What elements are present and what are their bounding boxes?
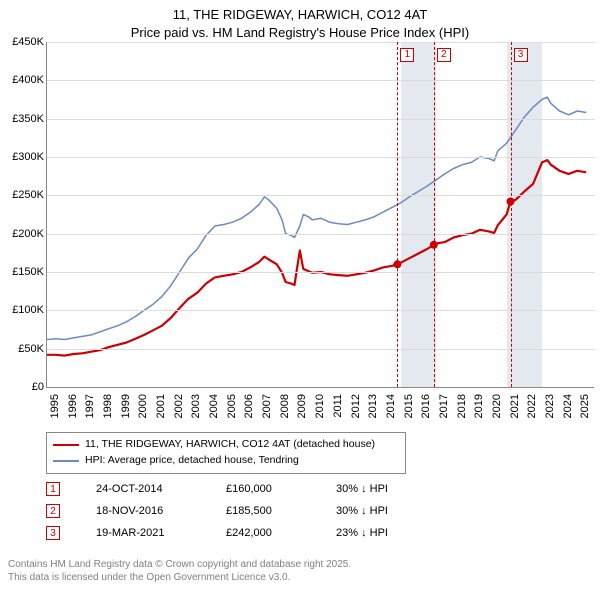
legend: 11, THE RIDGEWAY, HARWICH, CO12 4AT (det… [46, 432, 406, 474]
gridline [47, 42, 595, 43]
gridline [47, 195, 595, 196]
x-tick-label: 2017 [438, 394, 450, 418]
x-tick-label: 2019 [473, 394, 485, 418]
x-tick-label: 2007 [261, 394, 273, 418]
gridline [47, 234, 595, 235]
x-tick-label: 2024 [562, 394, 574, 418]
x-tick-label: 2015 [403, 394, 415, 418]
x-tick-label: 2022 [526, 394, 538, 418]
sales-row: 3 19-MAR-2021£242,00023% ↓ HPI [46, 522, 456, 544]
x-tick-label: 2025 [579, 394, 591, 418]
sales-table: 1 24-OCT-2014£160,00030% ↓ HPI 2 18-NOV-201… [46, 478, 456, 544]
x-tick-label: 2006 [243, 394, 255, 418]
sale-marker: 3 [514, 48, 528, 62]
footer: Contains HM Land Registry data © Crown c… [8, 558, 351, 584]
gridline [47, 80, 595, 81]
x-axis: 1995 1996 1997 1998 1999 2000 2001 2002 2003 2004… [46, 390, 594, 430]
sale-vline [434, 42, 435, 387]
x-tick-label: 2009 [296, 394, 308, 418]
x-tick-label: 1995 [49, 394, 61, 418]
gridline [47, 272, 595, 273]
gridline [47, 157, 595, 158]
legend-row-property: 11, THE RIDGEWAY, HARWICH, CO12 4AT (det… [53, 437, 399, 453]
legend-swatch-hpi [53, 460, 79, 462]
sale-price: £242,000 [226, 527, 336, 539]
x-tick-label: 2014 [385, 394, 397, 418]
x-tick-label: 2004 [208, 394, 220, 418]
x-tick-label: 2005 [226, 394, 238, 418]
sale-date: 19-MAR-2021 [96, 527, 226, 539]
hpi-line [47, 97, 586, 339]
sale-diff: 30% ↓ HPI [336, 505, 456, 517]
sale-price: £185,500 [226, 505, 336, 517]
sale-row-marker: 2 [46, 504, 60, 518]
footer-line-1: Contains HM Land Registry data © Crown c… [8, 558, 351, 571]
x-tick-label: 1996 [67, 394, 79, 418]
sales-row: 2 18-NOV-2016£185,50030% ↓ HPI [46, 500, 456, 522]
plot-bottom-border [46, 387, 594, 388]
sale-vline [511, 42, 512, 387]
y-axis: £0£50K£100K£150K£200K£250K£300K£350K£400… [0, 42, 46, 387]
y-tick-label: £200K [12, 228, 44, 240]
sale-price: £160,000 [226, 483, 336, 495]
legend-label-hpi: HPI: Average price, detached house, Tend… [85, 453, 299, 469]
y-tick-label: £300K [12, 151, 44, 163]
y-tick-label: £350K [12, 113, 44, 125]
gridline [47, 119, 595, 120]
y-tick-label: £250K [12, 189, 44, 201]
x-tick-label: 2018 [456, 394, 468, 418]
y-tick-label: £450K [12, 36, 44, 48]
sale-date: 24-OCT-2014 [96, 483, 226, 495]
x-tick-label: 2001 [155, 394, 167, 418]
x-tick-label: 2002 [173, 394, 185, 418]
chart-area: £0 £50K £100K £150K £200K £250K £300K £350K £400… [0, 42, 600, 432]
x-tick-label: 2023 [544, 394, 556, 418]
plot-area: 1 2 3 [46, 42, 594, 387]
x-tick-label: 2003 [190, 394, 202, 418]
x-tick-label: 2011 [332, 394, 344, 418]
sale-diff: 30% ↓ HPI [336, 483, 456, 495]
sale-marker: 1 [400, 48, 414, 62]
y-tick-label: £100K [12, 304, 44, 316]
legend-label-property: 11, THE RIDGEWAY, HARWICH, CO12 4AT (det… [85, 437, 375, 453]
x-tick-label: 1998 [102, 394, 114, 418]
legend-row-hpi: HPI: Average price, detached house, Tend… [53, 453, 399, 469]
title-line-1: 11, THE RIDGEWAY, HARWICH, CO12 4AT [0, 6, 600, 24]
x-tick-label: 2010 [314, 394, 326, 418]
sale-diff: 23% ↓ HPI [336, 527, 456, 539]
y-tick-label: £0 [32, 381, 44, 393]
sale-vline [397, 42, 398, 387]
x-tick-label: 1997 [84, 394, 96, 418]
sale-row-marker: 1 [46, 482, 60, 496]
x-tick-label: 2012 [350, 394, 362, 418]
sales-row: 1 24-OCT-2014£160,00030% ↓ HPI [46, 478, 456, 500]
y-tick-label: £50K [18, 343, 44, 355]
x-tick-label: 2008 [279, 394, 291, 418]
legend-swatch-property [53, 444, 79, 446]
y-tick-label: £150K [12, 266, 44, 278]
x-tick-label: 2000 [137, 394, 149, 418]
x-tick-label: 2016 [420, 394, 432, 418]
y-tick-label: £400K [12, 74, 44, 86]
line-series [47, 42, 595, 387]
footer-line-2: This data is licensed under the Open Gov… [8, 571, 351, 584]
title-line-2: Price paid vs. HM Land Registry's House … [0, 24, 600, 42]
gridline [47, 310, 595, 311]
x-tick-label: 2013 [367, 394, 379, 418]
sale-date: 18-NOV-2016 [96, 505, 226, 517]
x-tick-label: 2021 [509, 394, 521, 418]
property-line [47, 160, 586, 356]
title-block: 11, THE RIDGEWAY, HARWICH, CO12 4AT Pric… [0, 0, 600, 41]
x-tick-label: 2020 [491, 394, 503, 418]
gridline [47, 349, 595, 350]
sale-marker: 2 [437, 48, 451, 62]
sale-row-marker: 3 [46, 526, 60, 540]
chart-container: 11, THE RIDGEWAY, HARWICH, CO12 4AT Pric… [0, 0, 600, 590]
x-tick-label: 1999 [120, 394, 132, 418]
